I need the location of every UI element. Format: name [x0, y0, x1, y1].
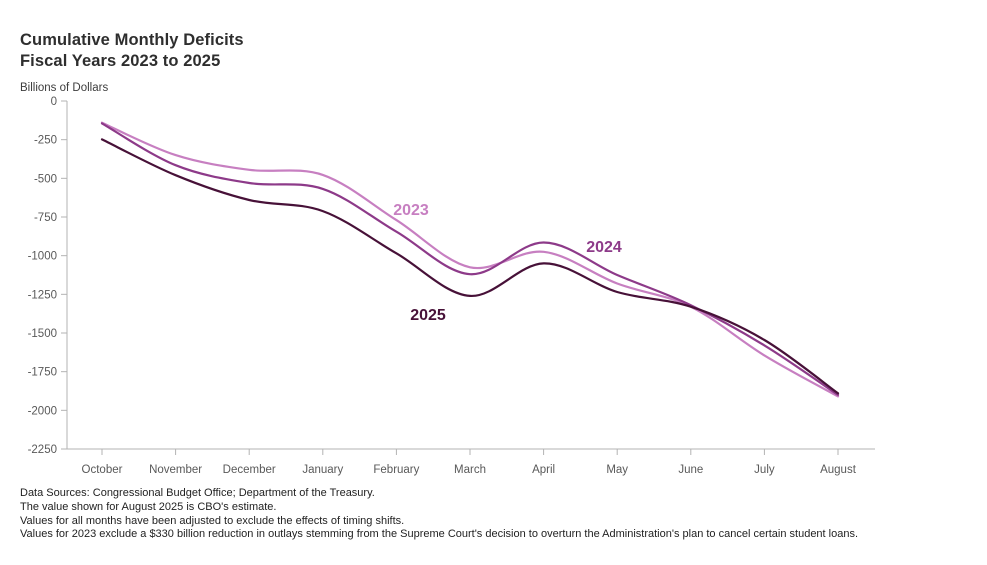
footnote-line: Data Sources: Congressional Budget Offic…: [20, 487, 375, 499]
x-tick-label: June: [678, 464, 703, 476]
x-tick-label: April: [532, 464, 555, 476]
footnotes: Data Sources: Congressional Budget Offic…: [20, 487, 858, 542]
series-line-2024: [100, 122, 840, 396]
x-tick-label: August: [820, 464, 857, 476]
x-tick-label: November: [149, 464, 202, 476]
footnote-line: The value shown for August 2025 is CBO's…: [20, 500, 277, 513]
y-tick-label: -2000: [28, 405, 57, 417]
series-line-2025: [100, 138, 840, 395]
y-tick-label: -500: [34, 173, 57, 185]
units-label: Billions of Dollars: [20, 82, 109, 94]
y-tick-label: 0: [51, 96, 57, 108]
x-tick-label: July: [754, 464, 775, 476]
chart-title: Cumulative Monthly Deficits Fiscal Years…: [20, 30, 244, 72]
x-tick-label: May: [606, 464, 628, 476]
chart-title-line2: Fiscal Years 2023 to 2025: [20, 52, 221, 70]
y-tick-label: -250: [34, 135, 57, 147]
y-tick-label: -1750: [28, 367, 57, 379]
x-tick-label: January: [302, 464, 343, 476]
y-tick-label: -1250: [28, 289, 57, 301]
series-label-2024: 2024: [586, 239, 622, 256]
y-tick-label: -1000: [28, 251, 57, 263]
y-tick-label: -1500: [28, 328, 57, 340]
footnote-line: Values for 2023 exclude a $330 billion r…: [20, 528, 859, 541]
y-tick-label: -2250: [28, 444, 57, 456]
chart-title-line1: Cumulative Monthly Deficits: [20, 31, 244, 49]
footnote-line: Values for all months have been adjusted…: [20, 514, 405, 527]
x-tick-label: October: [82, 464, 123, 476]
x-tick-label: February: [373, 464, 419, 476]
x-tick-label: March: [454, 464, 486, 476]
chart-header: Cumulative Monthly Deficits Fiscal Years…: [20, 30, 244, 94]
series-label-2025: 2025: [410, 307, 446, 324]
series-label-2023: 2023: [393, 202, 429, 219]
y-tick-label: -750: [34, 212, 57, 224]
x-tick-label: December: [223, 464, 276, 476]
series-line-2023: [100, 121, 840, 398]
